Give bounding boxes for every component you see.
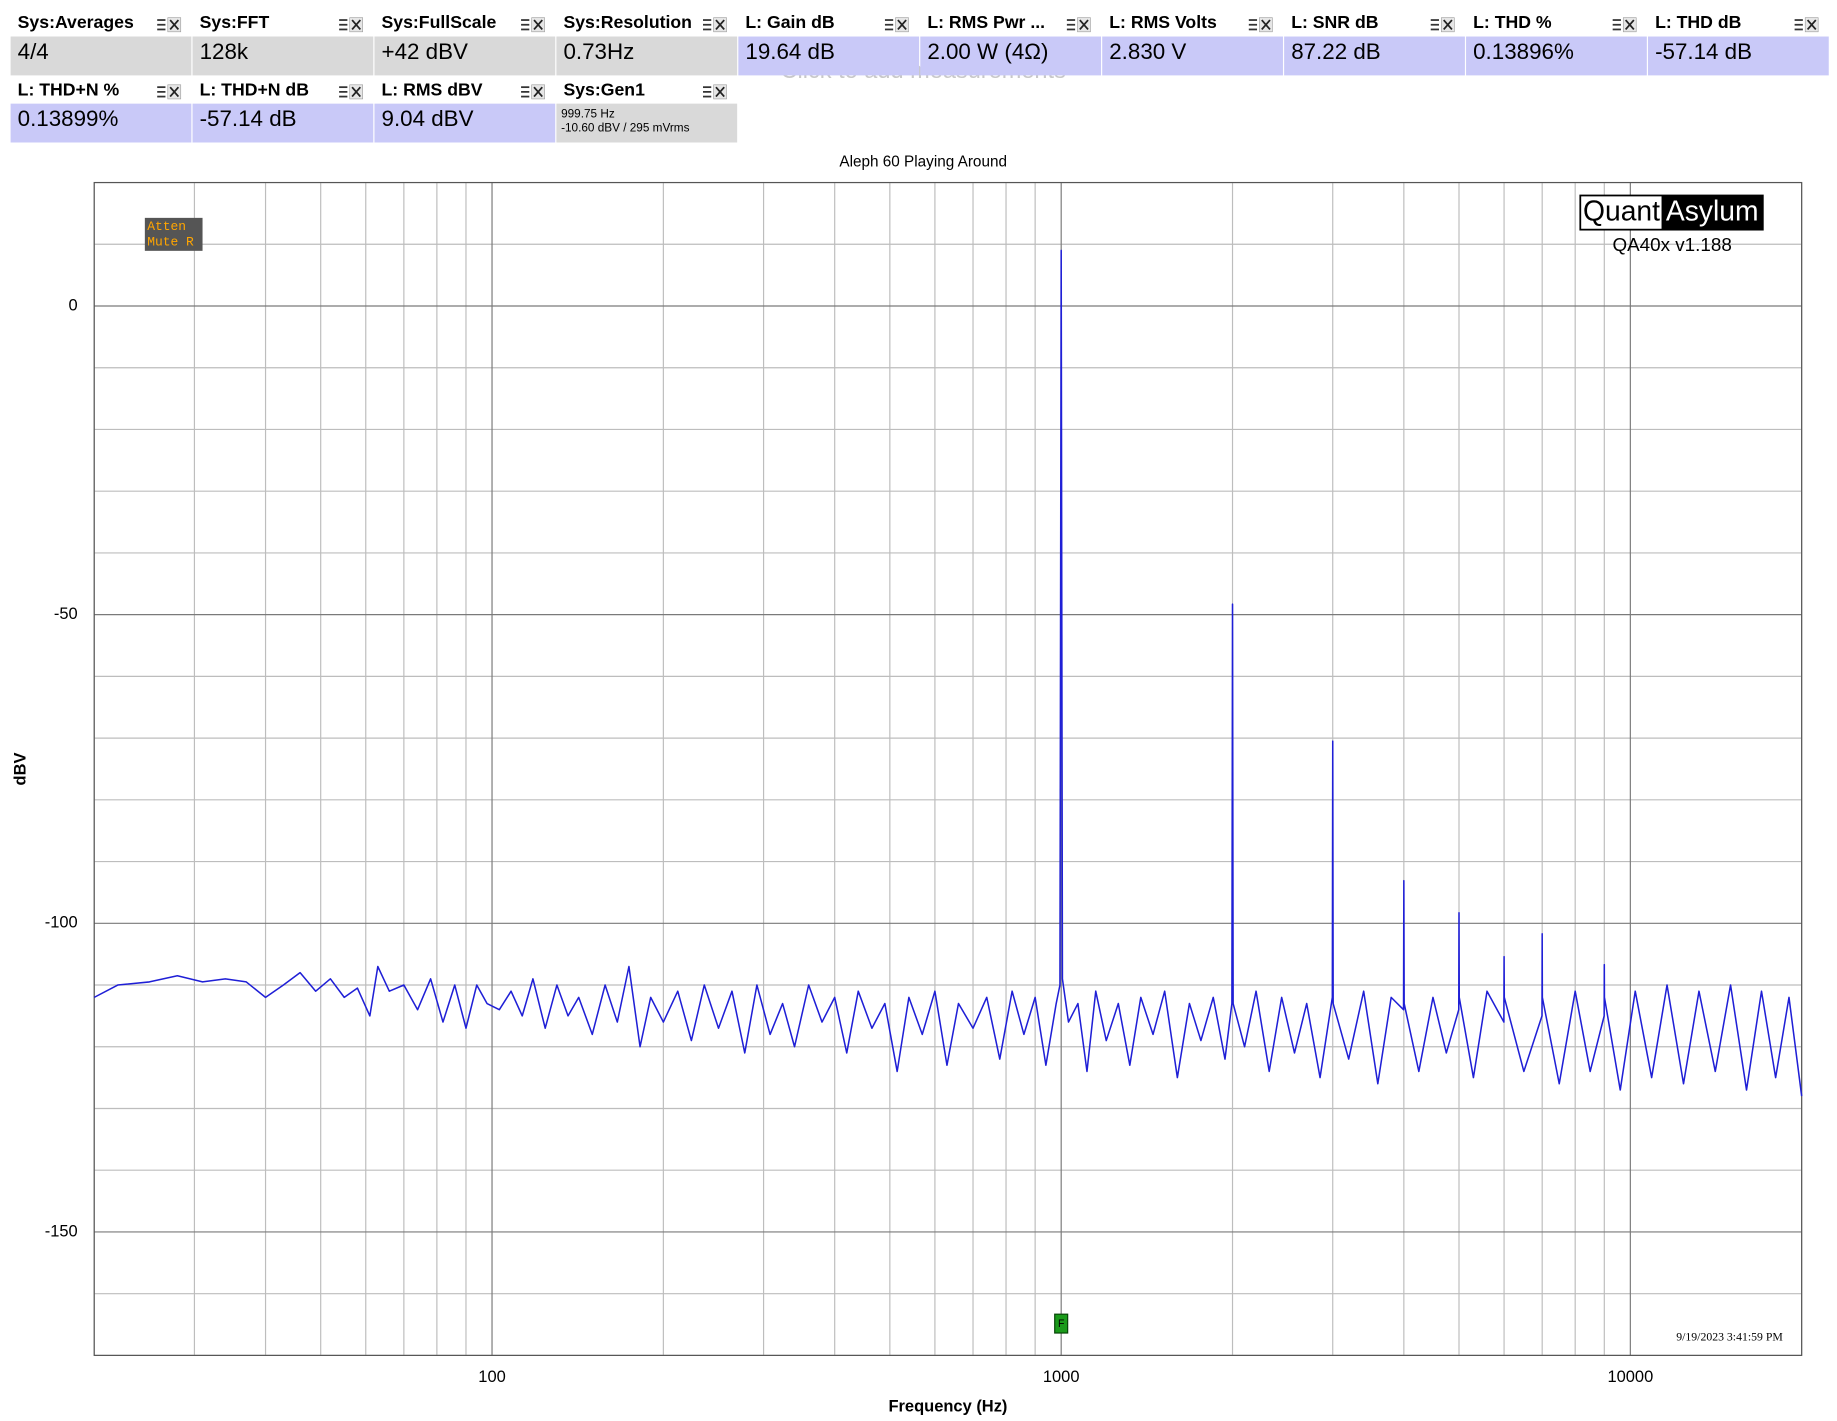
tile-body — [374, 36, 556, 76]
tile-label: L: THD+N dB — [200, 79, 309, 99]
tile-label: L: SNR dB — [1291, 12, 1378, 32]
tile-label: Sys:Gen1 — [563, 79, 645, 99]
tile-body — [192, 103, 374, 143]
logo-fill — [1661, 195, 1763, 230]
tile-body — [192, 36, 374, 76]
tile-value: 9.04 dBV — [382, 106, 474, 131]
measurement-tile[interactable]: L: SNR dB 87.22 dB — [1284, 11, 1465, 76]
tile-body — [738, 36, 920, 76]
tile-detail: 999.75 Hz — [561, 107, 615, 120]
measurement-tile[interactable]: Sys:FFT 128k — [192, 11, 374, 76]
close-glyph[interactable] — [1624, 19, 1635, 31]
tile-label: Sys:FullScale — [382, 12, 497, 32]
close-glyph[interactable] — [351, 86, 361, 98]
close-glyph[interactable] — [533, 19, 543, 31]
tile-value: 2.830 V — [1109, 39, 1186, 64]
tile-value: -57.14 dB — [200, 106, 297, 131]
chart-title: Aleph 60 Playing Around — [839, 154, 1007, 171]
x-tick-label: 10000 — [1607, 1368, 1653, 1386]
tile-value: 0.13899% — [18, 106, 119, 131]
measurement-tile[interactable]: Sys:Resolution 0.73Hz — [556, 11, 738, 76]
measurement-tile[interactable]: L: RMS dBV 9.04 dBV — [374, 78, 556, 143]
tile-label: L: THD dB — [1655, 12, 1741, 32]
tile-body — [10, 103, 192, 143]
tile-body — [920, 36, 1102, 76]
tile-label: Sys:Averages — [18, 12, 134, 32]
tile-label: L: Gain dB — [745, 12, 834, 32]
version: QA40x v1.188 — [1612, 234, 1731, 255]
tile-body — [1102, 36, 1283, 76]
tile-value: 19.64 dB — [745, 39, 835, 64]
close-glyph[interactable] — [715, 19, 725, 31]
tile-body — [1466, 36, 1647, 76]
y-tick-label: -100 — [45, 914, 78, 932]
tile-label: L: RMS Pwr ... — [927, 12, 1045, 32]
tile-value: 128k — [200, 39, 249, 64]
close-glyph[interactable] — [1806, 19, 1817, 31]
tile-label: L: RMS dBV — [382, 79, 483, 99]
measurement-tile[interactable]: L: THD+N % 0.13899% — [10, 78, 192, 143]
measurement-tile[interactable]: L: RMS Pwr ... 2.00 W (4Ω) — [920, 11, 1102, 76]
frequency-marker — [1054, 1313, 1069, 1334]
logo-left: Quant — [1583, 195, 1660, 227]
spectrum-line — [93, 249, 1803, 1097]
tile-body — [374, 103, 556, 143]
close-glyph[interactable] — [1443, 19, 1453, 31]
close-glyph[interactable] — [715, 86, 725, 98]
close-glyph[interactable] — [1261, 19, 1271, 31]
x-axis-title: Frequency (Hz) — [888, 1398, 1007, 1416]
tile-body — [556, 36, 738, 76]
y-tick-label: 0 — [69, 296, 78, 314]
status-badge — [144, 217, 203, 251]
close-glyph[interactable] — [1079, 19, 1089, 31]
tile-label: L: THD % — [1473, 12, 1552, 32]
measurement-tile[interactable]: L: THD % 0.13896% — [1466, 11, 1647, 76]
plot: 100 1000 10000 0 -50 -100 -150 F — [45, 181, 1803, 1386]
tile-value: 0.73Hz — [563, 39, 634, 64]
measurement-tiles: Sys:Averages 4/4 Sys:FFT 128k Sys:FullScale +… — [10, 11, 1829, 143]
tile-value: -57.14 dB — [1655, 39, 1752, 64]
close-glyph[interactable] — [351, 19, 361, 31]
measurement-tile[interactable]: Sys:Gen1 999.75 Hz-10.60 dBV / 295 mVrms — [556, 78, 738, 143]
tile-label: Sys:Resolution — [563, 12, 692, 32]
close-glyph[interactable] — [169, 19, 180, 31]
x-tick-label: 1000 — [1043, 1368, 1080, 1386]
tile-value: 0.13896% — [1473, 39, 1574, 64]
tile-detail: -10.60 dBV / 295 mVrms — [561, 121, 690, 134]
measurement-tile[interactable]: L: RMS Volts 2.830 V — [1102, 11, 1283, 76]
tile-label: L: THD+N % — [18, 79, 120, 99]
y-tick-label: -50 — [54, 605, 78, 623]
close-glyph[interactable] — [897, 19, 907, 31]
measurement-tile[interactable]: L: THD dB -57.14 dB — [1648, 11, 1829, 76]
tile-label: L: RMS Volts — [1109, 12, 1217, 32]
measurement-tile[interactable]: Sys:FullScale +42 dBV — [374, 11, 556, 76]
tile-value: 87.22 dB — [1291, 39, 1381, 64]
x-tick-label: 100 — [478, 1368, 505, 1386]
tile-body — [1284, 36, 1465, 76]
logo-right: Asylum — [1666, 195, 1759, 227]
measurement-tile[interactable]: L: Gain dB 19.64 dB — [738, 11, 920, 76]
plot-area — [94, 182, 1802, 1356]
marker-label: F — [1058, 1318, 1065, 1330]
close-glyph[interactable] — [169, 86, 180, 98]
y-axis-title: dBV — [12, 752, 30, 785]
tile-label: Sys:FFT — [200, 12, 270, 32]
badge-line: Atten — [147, 219, 186, 234]
tile-value: +42 dBV — [382, 39, 468, 64]
timestamp: 9/19/2023 3:41:59 PM — [1676, 1330, 1783, 1343]
tile-body — [10, 36, 192, 76]
measurement-tile[interactable]: Sys:Averages 4/4 — [10, 11, 192, 76]
tile-value: 4/4 — [18, 39, 49, 64]
badge-line: Mute R — [147, 234, 194, 249]
tile-body — [556, 103, 738, 143]
tile-value: 2.00 W (4Ω) — [927, 39, 1048, 64]
close-glyph[interactable] — [533, 86, 543, 98]
tile-body — [1648, 36, 1829, 76]
plot-border — [93, 181, 1803, 1356]
y-tick-label: -150 — [45, 1222, 78, 1240]
measurement-tile[interactable]: L: THD+N dB -57.14 dB — [192, 78, 374, 143]
